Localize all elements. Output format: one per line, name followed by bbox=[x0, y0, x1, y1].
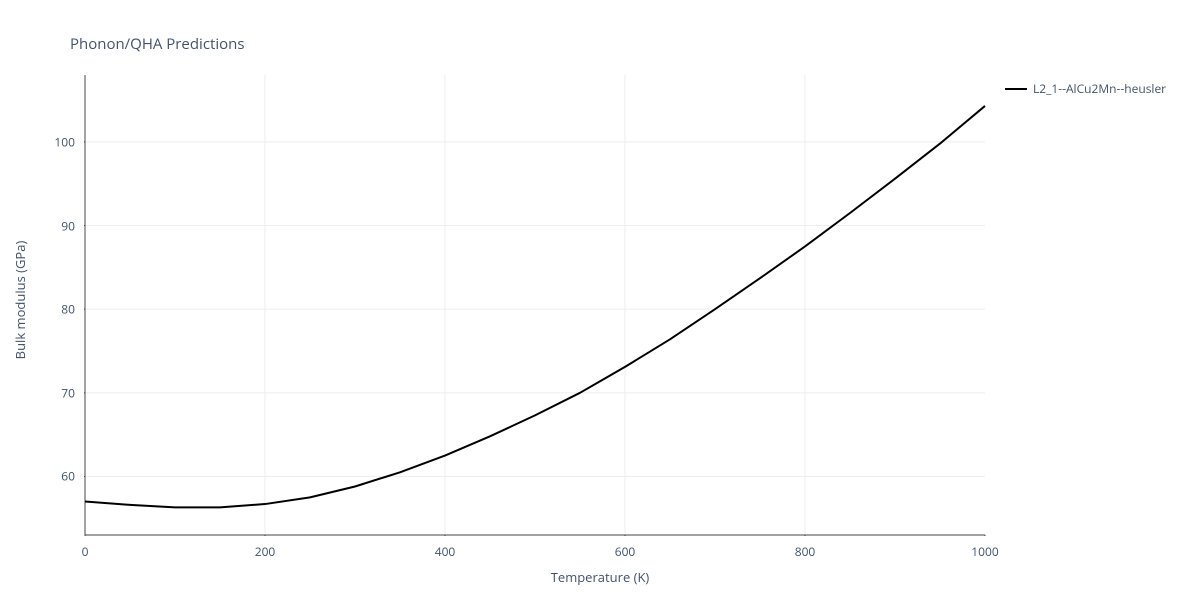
y-tick-label: 60 bbox=[35, 468, 75, 485]
y-tick-label: 100 bbox=[35, 133, 75, 150]
series-line[interactable] bbox=[85, 106, 985, 507]
legend-label: L2_1--AlCu2Mn--heusler bbox=[1033, 80, 1166, 97]
x-tick-label: 800 bbox=[795, 543, 816, 560]
y-tick-label: 80 bbox=[35, 301, 75, 318]
chart-plot-area bbox=[84, 74, 986, 536]
x-tick-label: 400 bbox=[435, 543, 456, 560]
chart-title: Phonon/QHA Predictions bbox=[70, 34, 245, 54]
y-tick-label: 70 bbox=[35, 384, 75, 401]
x-tick-label: 0 bbox=[82, 543, 89, 560]
chart-container: Phonon/QHA Predictions Bulk modulus (GPa… bbox=[0, 0, 1200, 600]
x-tick-label: 600 bbox=[615, 543, 636, 560]
x-tick-label: 200 bbox=[255, 543, 276, 560]
legend: L2_1--AlCu2Mn--heusler bbox=[1005, 80, 1166, 97]
x-tick-label: 1000 bbox=[971, 543, 998, 560]
y-tick-label: 90 bbox=[35, 217, 75, 234]
legend-swatch bbox=[1005, 88, 1027, 90]
x-axis-label: Temperature (K) bbox=[0, 568, 1200, 586]
y-axis-label: Bulk modulus (GPa) bbox=[11, 241, 29, 360]
